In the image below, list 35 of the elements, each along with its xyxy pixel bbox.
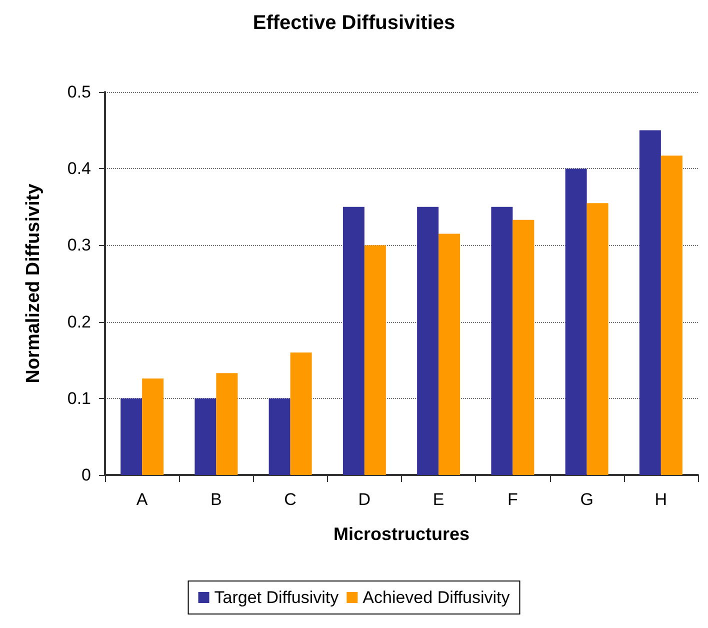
chart-title: Effective Diffusivities <box>252 12 456 34</box>
bar <box>438 234 460 475</box>
x-tick-label: C <box>284 490 296 509</box>
y-tick-label: 0 <box>82 466 91 484</box>
bar <box>120 398 142 475</box>
x-tick-label: D <box>358 490 371 509</box>
x-tick-label: B <box>210 490 222 509</box>
bar <box>142 378 164 475</box>
bar <box>342 206 364 475</box>
bar <box>268 398 290 475</box>
y-tick-label: 0.1 <box>67 388 91 408</box>
bar <box>660 156 682 475</box>
bar <box>491 206 513 475</box>
x-tick-label: F <box>507 490 518 509</box>
bar <box>417 206 439 475</box>
x-tick-label: G <box>580 490 594 509</box>
bar <box>565 168 587 475</box>
legend-label: Achieved Diffusivity <box>362 588 510 607</box>
bar <box>194 398 216 475</box>
y-tick-label: 0.4 <box>67 159 91 178</box>
bar <box>586 203 608 475</box>
legend-label: Target Diffusivity <box>214 588 340 607</box>
x-tick-label: A <box>136 490 148 509</box>
bar <box>512 220 534 475</box>
bar <box>216 373 238 475</box>
bar <box>639 130 661 475</box>
x-tick-label: E <box>432 490 444 509</box>
y-axis-title: Normalized Diffusivity <box>23 183 44 384</box>
y-tick-label: 0.5 <box>67 82 91 102</box>
bar <box>290 352 312 475</box>
x-axis-title: Microstructures <box>333 524 470 544</box>
y-tick-label: 0.2 <box>67 312 91 332</box>
y-tick-label: 0.3 <box>67 236 91 255</box>
x-tick-label: H <box>654 490 668 509</box>
bar <box>364 245 386 475</box>
